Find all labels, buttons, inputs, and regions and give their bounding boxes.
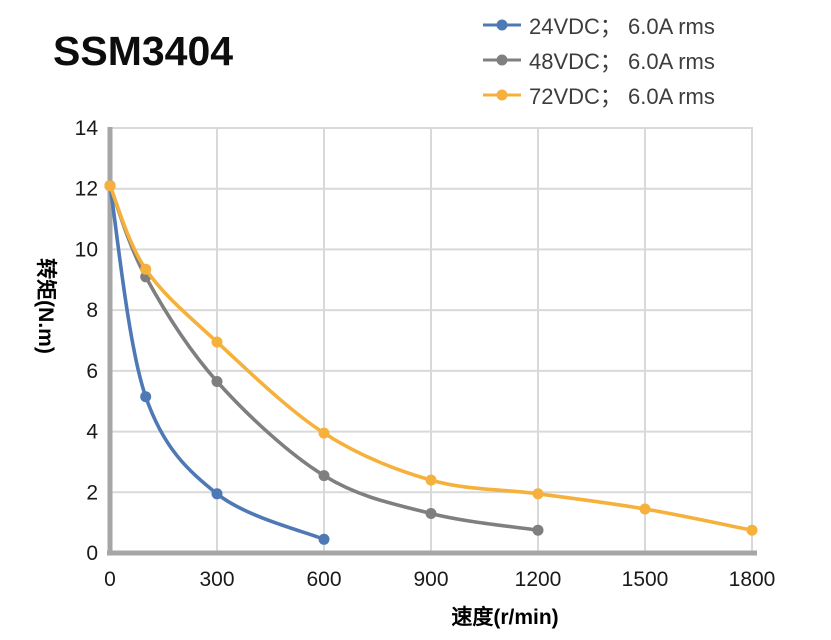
y-tick-label: 12: [75, 178, 98, 201]
data-point: [532, 524, 544, 536]
legend: 24VDC； 6.0A rms 48VDC； 6.0A rms 72VDC； 6…: [481, 11, 715, 109]
x-tick-labels: 0 300 600 900 1200 1500 1800: [104, 568, 775, 591]
line-marker-icon: [483, 19, 521, 30]
y-axis-title: 转矩(N.m): [34, 258, 57, 354]
y-tick-labels: 0 2 4 6 8 10 12 14: [75, 117, 99, 565]
data-point: [639, 503, 651, 515]
y-tick-label: 2: [86, 481, 98, 504]
data-point: [211, 488, 223, 500]
series-2: [104, 180, 758, 536]
data-point: [211, 376, 223, 387]
data-point: [532, 488, 544, 500]
data-point: [318, 470, 330, 482]
y-tick-label: 6: [86, 360, 98, 383]
legend-item-24vdc: 24VDC； 6.0A rms: [481, 11, 715, 39]
y-tick-label: 8: [86, 299, 98, 322]
x-axis-title: 速度(r/min): [451, 606, 559, 629]
x-tick-label: 600: [306, 568, 341, 591]
gridlines: [110, 127, 753, 553]
line-marker-icon: [483, 89, 521, 100]
y-tick-label: 4: [86, 421, 98, 444]
data-point: [140, 391, 152, 403]
line-marker-icon: [483, 54, 521, 65]
data-point: [425, 474, 437, 486]
legend-item-72vdc: 72VDC； 6.0A rms: [481, 81, 715, 109]
legend-label-48vdc: 48VDC； 6.0A rms: [529, 48, 715, 74]
axis-spines: [107, 127, 757, 556]
x-tick-label: 0: [104, 568, 116, 591]
legend-item-48vdc: 48VDC； 6.0A rms: [481, 46, 715, 74]
y-tick-label: 10: [75, 238, 98, 261]
data-point: [425, 508, 437, 519]
data-point: [104, 180, 116, 192]
legend-label-72vdc: 72VDC； 6.0A rms: [529, 83, 715, 109]
chart-title: SSM3404: [53, 28, 234, 74]
data-point: [318, 533, 330, 545]
data-point: [318, 427, 330, 439]
y-tick-label: 0: [86, 542, 98, 565]
x-tick-label: 300: [199, 568, 234, 591]
legend-label-24vdc: 24VDC； 6.0A rms: [529, 13, 715, 39]
x-tick-label: 900: [413, 568, 448, 591]
y-tick-label: 14: [75, 117, 99, 140]
data-point: [211, 336, 223, 348]
x-tick-label: 1500: [622, 568, 669, 591]
x-tick-label: 1800: [729, 568, 776, 591]
data-point: [746, 524, 758, 536]
data-point: [140, 263, 152, 275]
x-tick-label: 1200: [515, 568, 562, 591]
